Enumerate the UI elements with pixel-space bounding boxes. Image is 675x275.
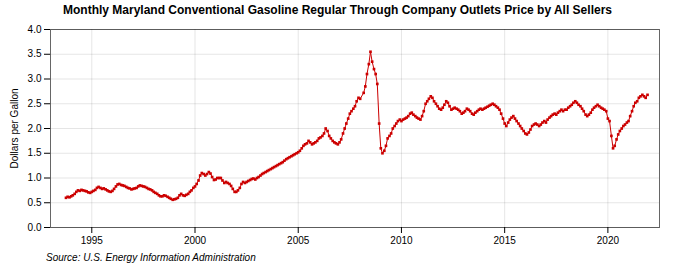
svg-text:1995: 1995	[81, 235, 104, 246]
html-text:Monthly Maryland Conventional: Monthly Maryland Conventional Gasoline R…	[63, 3, 612, 17]
svg-text:1.0: 1.0	[28, 172, 42, 183]
svg-text:3.5: 3.5	[28, 48, 42, 59]
svg-text:4.0: 4.0	[28, 24, 42, 35]
svg-text:2000: 2000	[184, 235, 207, 246]
svg-text:Dollars per Gallon: Dollars per Gallon	[9, 88, 20, 168]
svg-text:0.0: 0.0	[28, 222, 42, 233]
svg-text:3.0: 3.0	[28, 73, 42, 84]
svg-text:0.5: 0.5	[28, 197, 42, 208]
svg-text:2010: 2010	[390, 235, 413, 246]
html-text:Source: U.S. Energy Informatio: Source: U.S. Energy Information Administ…	[46, 252, 256, 263]
svg-text:2020: 2020	[597, 235, 620, 246]
svg-text:2015: 2015	[494, 235, 517, 246]
svg-text:2.5: 2.5	[28, 98, 42, 109]
svg-text:1.5: 1.5	[28, 147, 42, 158]
svg-text:2.0: 2.0	[28, 123, 42, 134]
svg-text:2005: 2005	[287, 235, 310, 246]
